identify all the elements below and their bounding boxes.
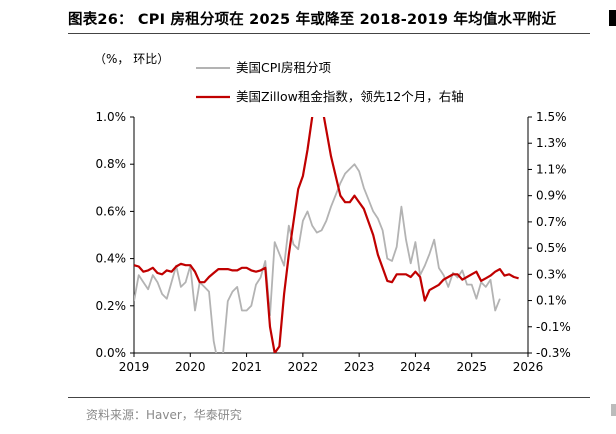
y-left-tick-label: 0.2% xyxy=(96,299,127,313)
figure-title: 图表26： CPI 房租分项在 2025 年或降至 2018-2019 年均值水… xyxy=(68,12,557,28)
axes: 0.0% 0.2% 0.4% 0.6% 0.8% 1.0% -0.3% -0.1% 0.1% 0.… xyxy=(96,110,571,374)
x-tick-label: 2021 xyxy=(231,360,262,374)
y-right-tick-label: 0.9% xyxy=(536,189,567,203)
unit-note: （%， 环比） xyxy=(94,52,169,66)
y-right-tick-label: 0.3% xyxy=(536,267,567,281)
y-right-tick-label: 1.3% xyxy=(536,136,567,150)
y-left-tick-label: 1.0% xyxy=(96,110,127,124)
y-right-tick-label: 1.1% xyxy=(536,162,567,176)
x-tick-label: 2019 xyxy=(119,360,150,374)
y-right-tick-label: -0.3% xyxy=(536,346,571,360)
source-rule xyxy=(68,397,590,398)
x-tick-label: 2024 xyxy=(400,360,431,374)
y-left-tick-label: 0.4% xyxy=(96,252,127,266)
x-tick-label: 2020 xyxy=(175,360,206,374)
source-note: 资料来源：Haver，华泰研究 xyxy=(86,408,242,422)
y-right-tick-label: 0.1% xyxy=(536,294,567,308)
title-rule xyxy=(68,33,590,34)
y-right-tick-label: 0.7% xyxy=(536,215,567,229)
legend-label-cpi: 美国CPI房租分项 xyxy=(236,60,331,75)
edge-fragment xyxy=(609,10,616,26)
x-tick-label: 2026 xyxy=(513,360,544,374)
x-tick-label: 2025 xyxy=(456,360,487,374)
x-tick-label: 2022 xyxy=(288,360,319,374)
y-left-tick-label: 0.0% xyxy=(96,346,127,360)
legend-label-zillow: 美国Zillow租金指数，领先12个月，右轴 xyxy=(236,89,464,104)
y-left-tick-label: 0.6% xyxy=(96,204,127,218)
edge-fragment-bottom xyxy=(611,404,616,416)
y-right-tick-label: 0.5% xyxy=(536,241,567,255)
y-right-tick-label: 1.5% xyxy=(536,110,567,124)
x-tick-label: 2023 xyxy=(344,360,375,374)
series-line-zillow xyxy=(134,117,519,353)
y-right-tick-label: -0.1% xyxy=(536,320,571,334)
y-left-tick-label: 0.8% xyxy=(96,157,127,171)
series-layer xyxy=(134,117,519,353)
series-line-cpi xyxy=(134,163,501,353)
